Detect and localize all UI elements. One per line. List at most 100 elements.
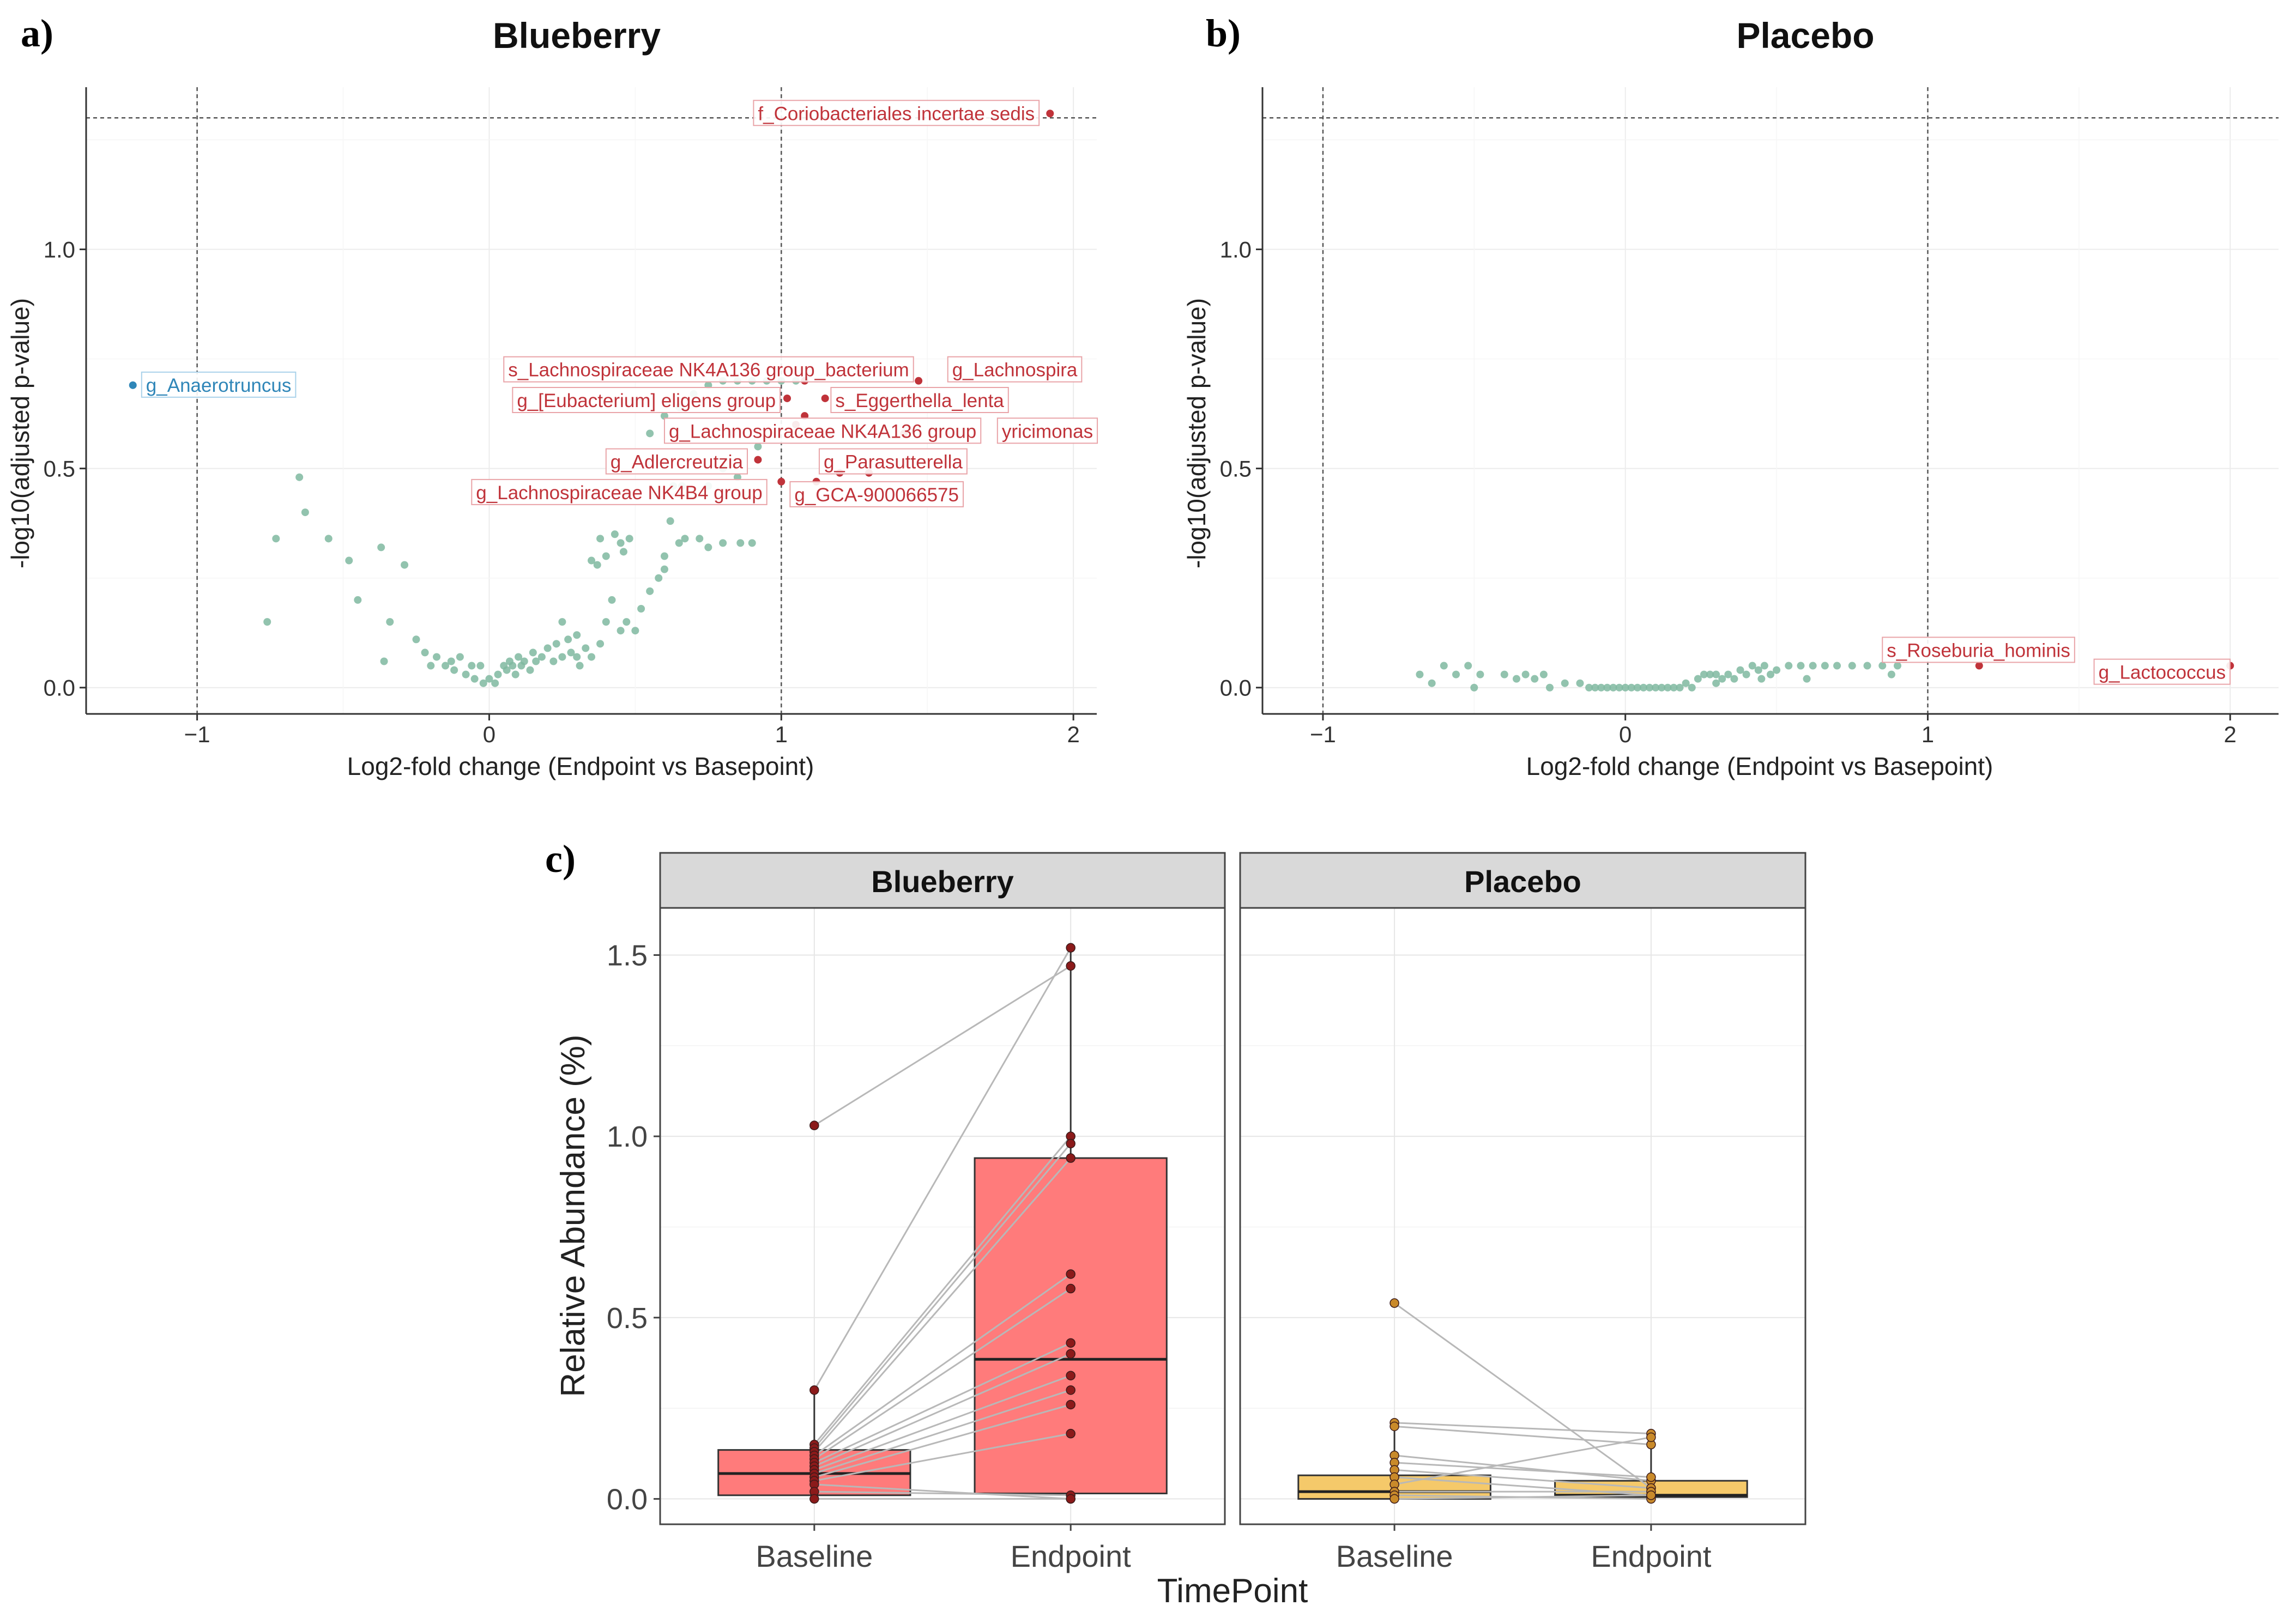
nonsignificant-point [631, 627, 639, 635]
x-tick-label: 1 [1922, 722, 1934, 747]
point-label: g_Lachnospira [952, 360, 1078, 381]
nonsignificant-point [1513, 675, 1520, 683]
nonsignificant-point [596, 640, 605, 648]
nonsignificant-point [354, 596, 362, 604]
nonsignificant-point [1615, 683, 1623, 692]
facet-frame [659, 907, 1226, 1525]
paired-line [814, 1342, 1071, 1464]
paired-line [1394, 1455, 1652, 1482]
nonsignificant-point [1682, 679, 1690, 687]
nonsignificant-point [625, 535, 633, 543]
significant-point [777, 477, 786, 486]
y-tick-label: 1.0 [607, 1120, 648, 1153]
facet-strip-label: Placebo [1464, 864, 1581, 899]
nonsignificant-point [1688, 683, 1696, 692]
nonsignificant-point [1416, 670, 1424, 678]
point-label-box [947, 356, 1083, 383]
point-label: g_Lachnospiraceae NK4B4 group [476, 482, 762, 504]
nonsignificant-point [1887, 670, 1895, 678]
point-label: yricimonas [1002, 421, 1093, 442]
data-point [1066, 1385, 1075, 1395]
nonsignificant-point [511, 670, 519, 678]
point-label-box [1882, 637, 2075, 663]
point-label-box [996, 417, 1098, 444]
panel-letter-c: c) [545, 837, 576, 881]
point-label: s_Roseburia_hominis [1887, 640, 2070, 661]
paired-line [1394, 1436, 1652, 1486]
y-tick-label: 0.5 [1220, 456, 1252, 482]
nonsignificant-point [412, 635, 420, 644]
nonsignificant-point [442, 662, 450, 670]
panel-letter-a: a) [21, 11, 53, 55]
point-label-box [512, 387, 781, 413]
nonsignificant-point [485, 675, 493, 683]
nonsignificant-point [552, 640, 560, 648]
nonsignificant-point [588, 653, 595, 661]
nonsignificant-point [564, 635, 572, 644]
x-tick-label: Baseline [1336, 1539, 1453, 1573]
point-label: s_Eggerthella_lenta [835, 390, 1004, 411]
nonsignificant-point [1464, 662, 1472, 670]
nonsignificant-point [596, 535, 605, 543]
nonsignificant-point [1652, 683, 1660, 692]
nonsignificant-point [1470, 683, 1478, 692]
nonsignificant-point [1627, 683, 1635, 692]
nonsignificant-point [1646, 683, 1654, 692]
nonsignificant-point [272, 535, 280, 543]
point-label: f_Coriobacteriales incertae sedis [758, 103, 1035, 124]
nonsignificant-point [433, 653, 441, 661]
nonsignificant-point [532, 657, 540, 665]
data-point [1066, 1153, 1075, 1163]
nonsignificant-point [681, 535, 689, 543]
paired-line [813, 1143, 1072, 1449]
paired-line [814, 1483, 1071, 1500]
significant-point [1046, 110, 1054, 118]
nonsignificant-point [503, 666, 511, 674]
nonsignificant-point [1521, 670, 1530, 678]
chart-title: Placebo [1736, 15, 1874, 56]
y-tick-label: 0.5 [44, 456, 75, 482]
nonsignificant-point [1730, 675, 1738, 683]
nonsignificant-point [263, 618, 271, 626]
data-point [1066, 1371, 1075, 1380]
nonsignificant-point [1736, 666, 1744, 674]
x-tick-label: Baseline [756, 1539, 873, 1573]
point-label-box [2093, 658, 2231, 685]
nonsignificant-point [1797, 662, 1805, 670]
chart-title: Blueberry [493, 15, 661, 56]
x-tick-label: −1 [1310, 722, 1336, 747]
nonsignificant-point [1712, 670, 1720, 678]
x-tick-label: 2 [1067, 722, 1079, 747]
data-point [1066, 961, 1075, 971]
nonsignificant-point [1848, 662, 1856, 670]
nonsignificant-point [427, 662, 435, 670]
paired-line [814, 1353, 1071, 1467]
nonsignificant-point [515, 653, 523, 661]
nonsignificant-point [617, 539, 625, 547]
significant-point [129, 381, 137, 389]
nonsignificant-point [1452, 670, 1460, 678]
data-point [1646, 1432, 1656, 1443]
data-point [1646, 1490, 1656, 1500]
nonsignificant-point [1440, 662, 1448, 670]
x-tick-label: 0 [1619, 722, 1632, 747]
nonsignificant-point [1833, 662, 1841, 670]
nonsignificant-point [1603, 683, 1611, 692]
nonsignificant-point [401, 561, 409, 569]
nonsignificant-point [1676, 683, 1684, 692]
nonsignificant-point [1561, 679, 1569, 687]
data-point [1646, 1472, 1656, 1482]
nonsignificant-point [675, 539, 683, 547]
y-tick-label: 0.5 [607, 1302, 648, 1335]
nonsignificant-point [660, 552, 668, 560]
nonsignificant-point [619, 548, 627, 556]
nonsignificant-point [1585, 683, 1593, 692]
nonsignificant-point [301, 508, 309, 517]
point-label-box [789, 481, 964, 507]
y-axis-title: -log10(adjusted p-value) [1182, 298, 1211, 568]
nonsignificant-point [637, 604, 645, 613]
x-tick-label: Endpoint [1591, 1539, 1712, 1573]
y-tick-label: 0.0 [1220, 675, 1252, 701]
x-tick-label: 2 [2224, 722, 2237, 747]
nonsignificant-point [1803, 675, 1811, 683]
